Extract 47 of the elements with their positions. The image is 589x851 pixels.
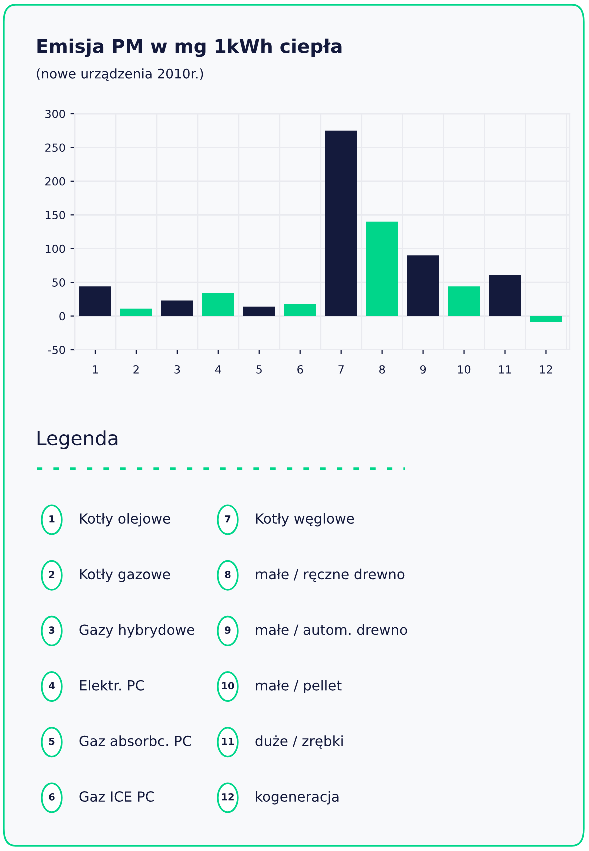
- text: Kotły gazowe: [80, 568, 170, 582]
- text: Kotły olejowe: [80, 513, 170, 527]
- x-tick-label: 8: [380, 365, 386, 374]
- category-label: 6: [49, 793, 55, 801]
- x-tick-label: 3: [174, 365, 180, 374]
- text: małe / ręczne drewno: [256, 568, 405, 582]
- x-tick-label: 11: [499, 366, 512, 374]
- x-tick-label: 7: [338, 366, 344, 374]
- category-label: 1: [50, 516, 55, 523]
- category-label: 8: [225, 571, 231, 578]
- text: Kotły węglowe: [256, 513, 354, 527]
- x-tick-label: 2: [134, 365, 139, 374]
- category-label: 3: [49, 626, 55, 634]
- x-tick-label: 1: [93, 366, 98, 374]
- text: Gazy hybrydowe: [80, 624, 194, 638]
- category-label: 4: [49, 682, 55, 690]
- text: Gaz ICE PC: [80, 792, 154, 802]
- chart-title: Emisja PM w mg 1kWh ciepła: [38, 38, 342, 58]
- x-tick-label: 6: [298, 365, 304, 374]
- x-tick-label: 9: [420, 365, 426, 374]
- category-label: 5: [49, 738, 55, 746]
- x-tick-label: 10: [458, 365, 471, 374]
- text: małe / pellet: [256, 680, 342, 694]
- x-tick-label: 4: [215, 366, 222, 374]
- category-label: 9: [225, 626, 231, 634]
- y-tick-label: -50: [48, 346, 66, 354]
- category-label: 7: [225, 516, 231, 523]
- text: duże / zrębki: [256, 736, 343, 749]
- text: małe / autom. drewno: [256, 624, 408, 636]
- text: Elektr. PC: [80, 680, 144, 691]
- y-tick-label: 150: [46, 211, 66, 220]
- text: kogeneracja: [256, 791, 339, 805]
- text: Gaz absorbc. PC: [80, 736, 192, 746]
- y-tick-label: 200: [46, 177, 66, 186]
- x-tick-label: 12: [540, 365, 552, 374]
- x-tick-label: 5: [256, 366, 262, 374]
- y-tick-label: 100: [46, 244, 66, 254]
- y-tick-label: 250: [46, 144, 66, 152]
- category-label: 10: [222, 682, 234, 690]
- category-label: 11: [222, 738, 234, 746]
- y-tick-label: 300: [46, 110, 66, 118]
- text: Legenda: [38, 430, 118, 450]
- category-label: 2: [49, 571, 55, 578]
- y-tick-label: 50: [52, 278, 66, 287]
- y-tick-label: 0: [60, 312, 66, 321]
- chart-subtitle: (nowe urządzenia 2010r.): [37, 68, 204, 82]
- category-label: 12: [222, 793, 234, 801]
